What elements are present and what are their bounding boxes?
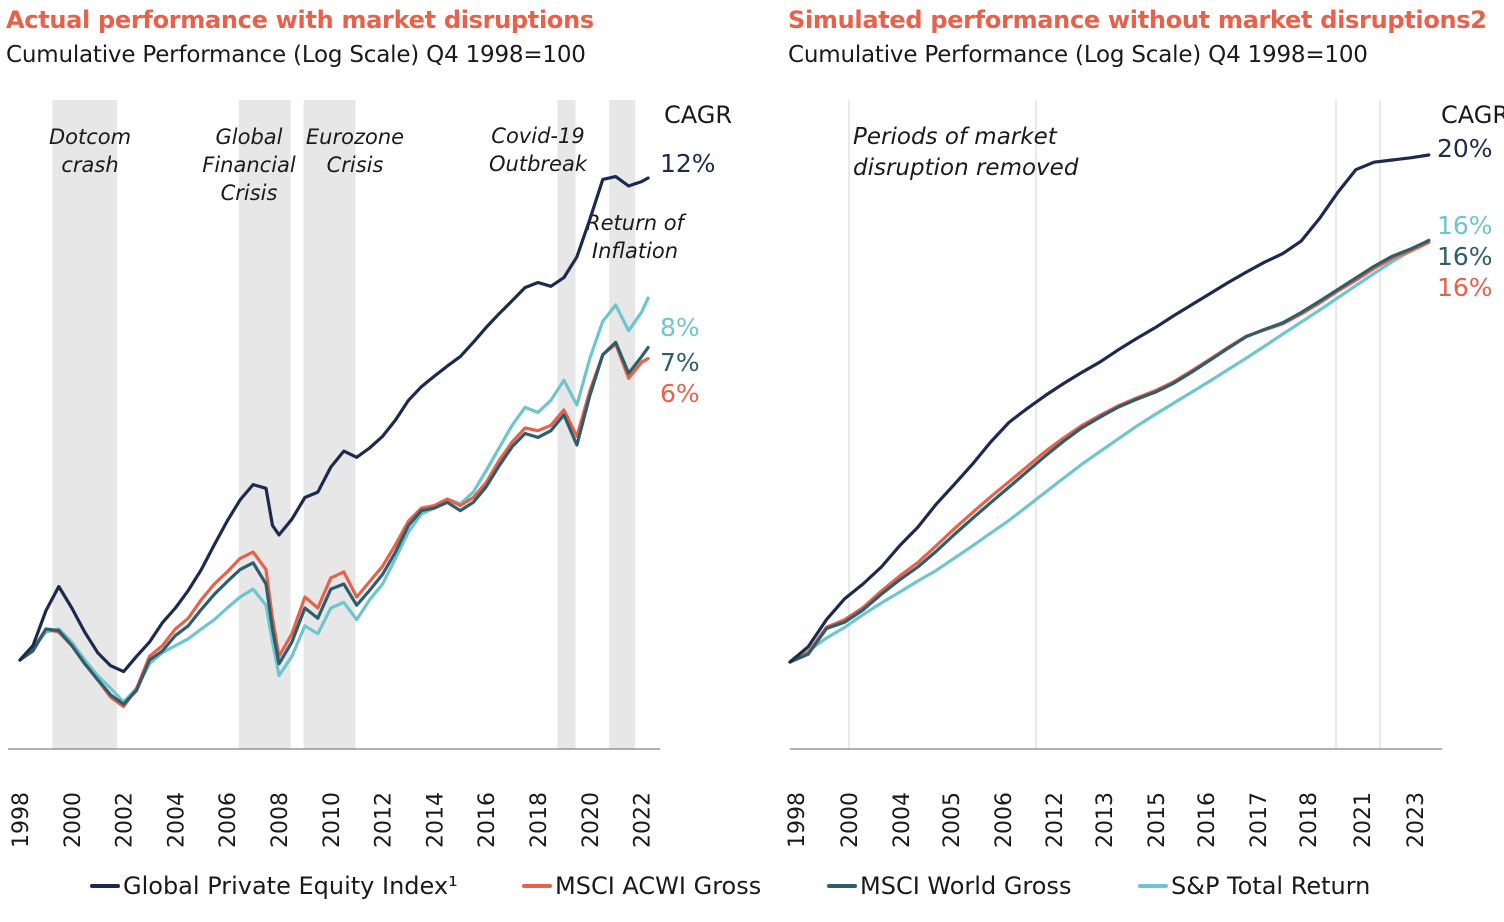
x-tick-label: 2004 [890, 792, 915, 848]
right-chart-subtitle: Cumulative Performance (Log Scale) Q4 19… [788, 42, 1368, 68]
period-label: Covid-19 [491, 124, 584, 148]
x-tick-label: 2018 [1297, 792, 1322, 848]
left-chart-title: Actual performance with market disruptio… [6, 6, 594, 34]
legend-label: S&P Total Return [1171, 872, 1371, 900]
period-label: Inflation [592, 239, 678, 263]
x-tick-label: 2012 [1043, 792, 1068, 848]
period-label: Eurozone [306, 125, 404, 149]
x-tick-label: 2023 [1404, 792, 1429, 848]
legend-swatch [522, 884, 552, 888]
cagr-label-world: 16% [1437, 242, 1493, 271]
cagr-header: CAGR [1441, 101, 1504, 129]
period-label: Return of [586, 211, 688, 235]
period-label: Global [216, 125, 283, 149]
cagr-label-acwi: 16% [1437, 273, 1493, 302]
charts-canvas: Dotcom crash Global Financial Crisis Eurozone… [8, 100, 1504, 848]
legend-item-pe: Global Private Equity Index¹ [90, 872, 458, 900]
cagr-label-sp: 16% [1437, 211, 1493, 240]
legend-swatch [827, 884, 857, 888]
period-label: Crisis [327, 153, 384, 177]
cagr-label-pe: 20% [1437, 134, 1493, 163]
x-tick-label: 2022 [631, 792, 656, 848]
annotation-text: disruption removed [853, 155, 1079, 181]
cagr-label-pe: 12% [660, 149, 716, 178]
period-label: Outbreak [489, 152, 588, 176]
x-tick-label: 2015 [1145, 792, 1170, 848]
annotation-text: Periods of market [853, 124, 1058, 150]
legend-swatch [90, 884, 120, 888]
period-label: Dotcom [49, 125, 131, 149]
x-tick-label: 2014 [423, 792, 448, 848]
legend: Global Private Equity Index¹ MSCI ACWI Gr… [0, 872, 1504, 912]
x-tick-label: 2020 [579, 792, 604, 848]
x-tick-label: 2017 [1247, 792, 1272, 848]
period-label: Financial [202, 153, 296, 177]
series-line-world-left [18, 340, 650, 706]
legend-label: Global Private Equity Index¹ [123, 872, 458, 900]
series-line-pe-right [788, 153, 1431, 664]
cagr-header: CAGR [664, 101, 732, 129]
x-tick-label: 2008 [268, 792, 293, 848]
x-tick-label: 1998 [785, 792, 810, 848]
shaded-period [609, 100, 636, 749]
shaded-period [238, 100, 291, 749]
x-tick-label: 2004 [164, 792, 189, 848]
right-chart-title: Simulated performance without market dis… [788, 6, 1487, 34]
x-tick-label: 2000 [61, 792, 86, 848]
legend-label: MSCI ACWI Gross [555, 872, 762, 900]
period-label: crash [61, 153, 118, 177]
shaded-period [52, 100, 118, 749]
series-line-world-right [788, 239, 1431, 664]
x-tick-label: 2006 [992, 792, 1017, 848]
x-tick-label: 2016 [1195, 792, 1220, 848]
shaded-period [303, 100, 356, 749]
legend-item-sp: S&P Total Return [1138, 872, 1370, 900]
x-tick-label: 2005 [940, 792, 965, 848]
x-tick-label: 2006 [216, 792, 241, 848]
x-tick-label: 2018 [527, 792, 552, 848]
x-tick-label: 2013 [1093, 792, 1118, 848]
series-line-pe-left [18, 175, 650, 674]
x-tick-label: 1998 [9, 792, 34, 848]
legend-swatch [1138, 884, 1168, 888]
cagr-label-acwi: 6% [660, 379, 700, 408]
x-tick-label: 2010 [320, 792, 345, 848]
x-tick-label: 2002 [113, 792, 138, 848]
period-label: Crisis [221, 181, 278, 205]
x-tick-label: 2012 [372, 792, 397, 848]
x-tick-label: 2021 [1351, 792, 1376, 848]
legend-label: MSCI World Gross [860, 872, 1072, 900]
x-tick-label: 2000 [838, 792, 863, 848]
cagr-label-world: 7% [660, 348, 700, 377]
cagr-label-sp: 8% [660, 313, 700, 342]
legend-item-acwi: MSCI ACWI Gross [522, 872, 761, 900]
x-tick-label: 2016 [475, 792, 500, 848]
left-chart-subtitle: Cumulative Performance (Log Scale) Q4 19… [6, 42, 586, 68]
legend-item-world: MSCI World Gross [827, 872, 1071, 900]
series-line-sp-right [788, 238, 1431, 664]
